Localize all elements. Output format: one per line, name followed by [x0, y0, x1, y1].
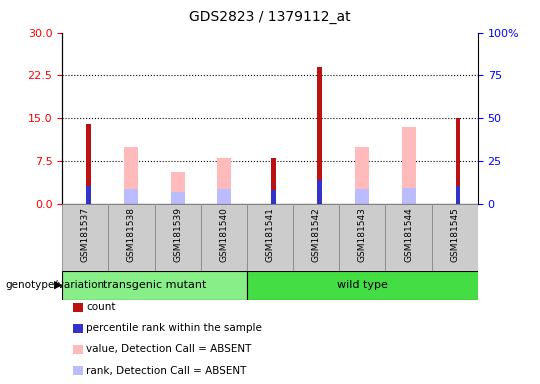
Bar: [339, 204, 386, 271]
Bar: [62, 271, 247, 300]
Text: GSM181539: GSM181539: [173, 207, 182, 262]
Text: GSM181540: GSM181540: [219, 207, 228, 262]
Text: GSM181542: GSM181542: [312, 207, 321, 262]
Text: value, Detection Call = ABSENT: value, Detection Call = ABSENT: [86, 344, 252, 354]
Bar: [217, 189, 231, 204]
Text: percentile rank within the sample: percentile rank within the sample: [86, 323, 262, 333]
Bar: [247, 204, 293, 271]
Text: rank, Detection Call = ABSENT: rank, Detection Call = ABSENT: [86, 366, 247, 376]
Text: count: count: [86, 302, 116, 312]
Bar: [171, 192, 185, 204]
Bar: [271, 190, 275, 204]
Bar: [386, 204, 431, 271]
Bar: [124, 189, 138, 204]
Bar: [154, 204, 201, 271]
Bar: [201, 204, 247, 271]
Text: GSM181537: GSM181537: [80, 207, 90, 262]
Bar: [317, 67, 322, 204]
Bar: [171, 172, 185, 204]
Bar: [317, 180, 322, 204]
Text: GDS2823 / 1379112_at: GDS2823 / 1379112_at: [189, 10, 351, 23]
Text: ▶: ▶: [54, 280, 63, 290]
Bar: [62, 204, 109, 271]
Text: GSM181544: GSM181544: [404, 207, 413, 262]
Bar: [217, 158, 231, 204]
Text: GSM181541: GSM181541: [266, 207, 274, 262]
Bar: [355, 147, 369, 204]
Bar: [402, 127, 415, 204]
Bar: [109, 204, 154, 271]
Bar: [431, 204, 478, 271]
Text: wild type: wild type: [337, 280, 388, 290]
Bar: [86, 185, 91, 204]
Text: transgenic mutant: transgenic mutant: [103, 280, 206, 290]
Bar: [124, 147, 138, 204]
Text: GSM181543: GSM181543: [358, 207, 367, 262]
Bar: [86, 124, 91, 204]
Text: genotype/variation: genotype/variation: [5, 280, 105, 290]
Bar: [402, 188, 415, 204]
Text: GSM181545: GSM181545: [450, 207, 460, 262]
Bar: [293, 204, 339, 271]
Bar: [355, 189, 369, 204]
Bar: [271, 158, 275, 204]
Text: GSM181538: GSM181538: [127, 207, 136, 262]
Bar: [247, 271, 501, 300]
Bar: [456, 118, 460, 204]
Bar: [456, 185, 460, 204]
